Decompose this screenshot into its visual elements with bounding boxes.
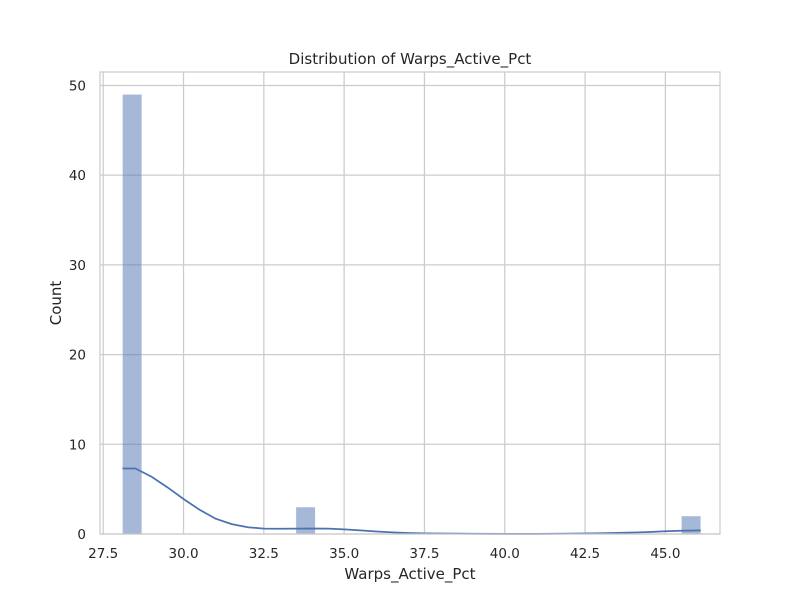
plot-frame [99, 71, 721, 535]
histogram-bar [295, 506, 316, 535]
x-tick-label: 32.5 [249, 546, 279, 562]
chart-title: Distribution of Warps_Active_Pct [289, 50, 532, 69]
x-tick-labels: 27.5 30.0 32.5 35.0 37.5 40.0 42.5 45.0 [88, 546, 680, 562]
x-tick-label: 45.0 [650, 546, 680, 562]
x-tick-label: 37.5 [409, 546, 439, 562]
histogram-bars [122, 94, 701, 535]
y-tick-label: 10 [69, 437, 86, 453]
kde-line [122, 467, 701, 535]
kde-curve [122, 467, 701, 535]
x-axis-label: Warps_Active_Pct [344, 565, 475, 584]
y-tick-label: 40 [69, 168, 86, 184]
x-tick-label: 40.0 [490, 546, 520, 562]
y-tick-labels: 0 10 20 30 40 50 [69, 78, 86, 543]
y-tick-label: 0 [77, 527, 86, 543]
y-tick-label: 50 [69, 78, 86, 94]
x-tick-label: 30.0 [168, 546, 198, 562]
grid [100, 72, 720, 535]
x-tick-label: 35.0 [329, 546, 359, 562]
y-axis-label: Count [47, 281, 65, 326]
y-tick-label: 20 [69, 348, 86, 364]
y-tick-label: 30 [69, 258, 86, 274]
x-tick-label: 42.5 [570, 546, 600, 562]
x-tick-label: 27.5 [88, 546, 118, 562]
